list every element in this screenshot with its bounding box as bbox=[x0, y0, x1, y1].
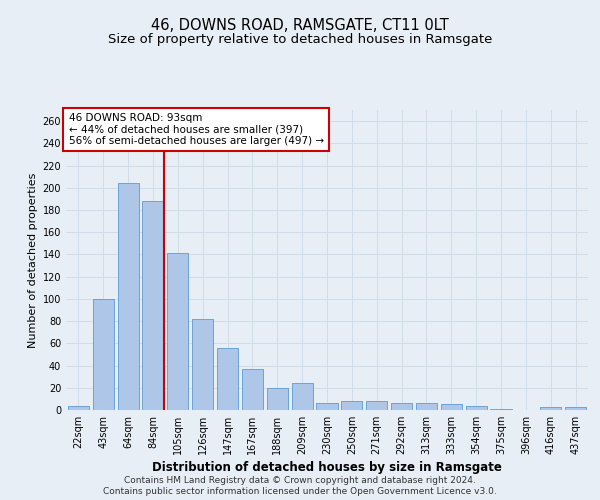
Bar bbox=[217, 348, 238, 410]
Bar bbox=[441, 404, 462, 410]
X-axis label: Distribution of detached houses by size in Ramsgate: Distribution of detached houses by size … bbox=[152, 461, 502, 474]
Bar bbox=[366, 401, 387, 410]
Bar bbox=[118, 184, 139, 410]
Text: Contains public sector information licensed under the Open Government Licence v3: Contains public sector information licen… bbox=[103, 488, 497, 496]
Bar bbox=[292, 384, 313, 410]
Bar bbox=[93, 299, 114, 410]
Y-axis label: Number of detached properties: Number of detached properties bbox=[28, 172, 38, 348]
Bar bbox=[68, 406, 89, 410]
Text: Contains HM Land Registry data © Crown copyright and database right 2024.: Contains HM Land Registry data © Crown c… bbox=[124, 476, 476, 485]
Text: 46, DOWNS ROAD, RAMSGATE, CT11 0LT: 46, DOWNS ROAD, RAMSGATE, CT11 0LT bbox=[151, 18, 449, 32]
Bar bbox=[142, 201, 164, 410]
Bar bbox=[242, 369, 263, 410]
Bar bbox=[490, 409, 512, 410]
Bar bbox=[391, 404, 412, 410]
Bar bbox=[540, 406, 561, 410]
Bar bbox=[316, 404, 338, 410]
Bar bbox=[416, 404, 437, 410]
Bar bbox=[192, 319, 213, 410]
Bar bbox=[565, 406, 586, 410]
Bar bbox=[267, 388, 288, 410]
Bar bbox=[167, 254, 188, 410]
Text: Size of property relative to detached houses in Ramsgate: Size of property relative to detached ho… bbox=[108, 32, 492, 46]
Text: 46 DOWNS ROAD: 93sqm
← 44% of detached houses are smaller (397)
56% of semi-deta: 46 DOWNS ROAD: 93sqm ← 44% of detached h… bbox=[68, 113, 324, 146]
Bar bbox=[466, 406, 487, 410]
Bar bbox=[341, 401, 362, 410]
